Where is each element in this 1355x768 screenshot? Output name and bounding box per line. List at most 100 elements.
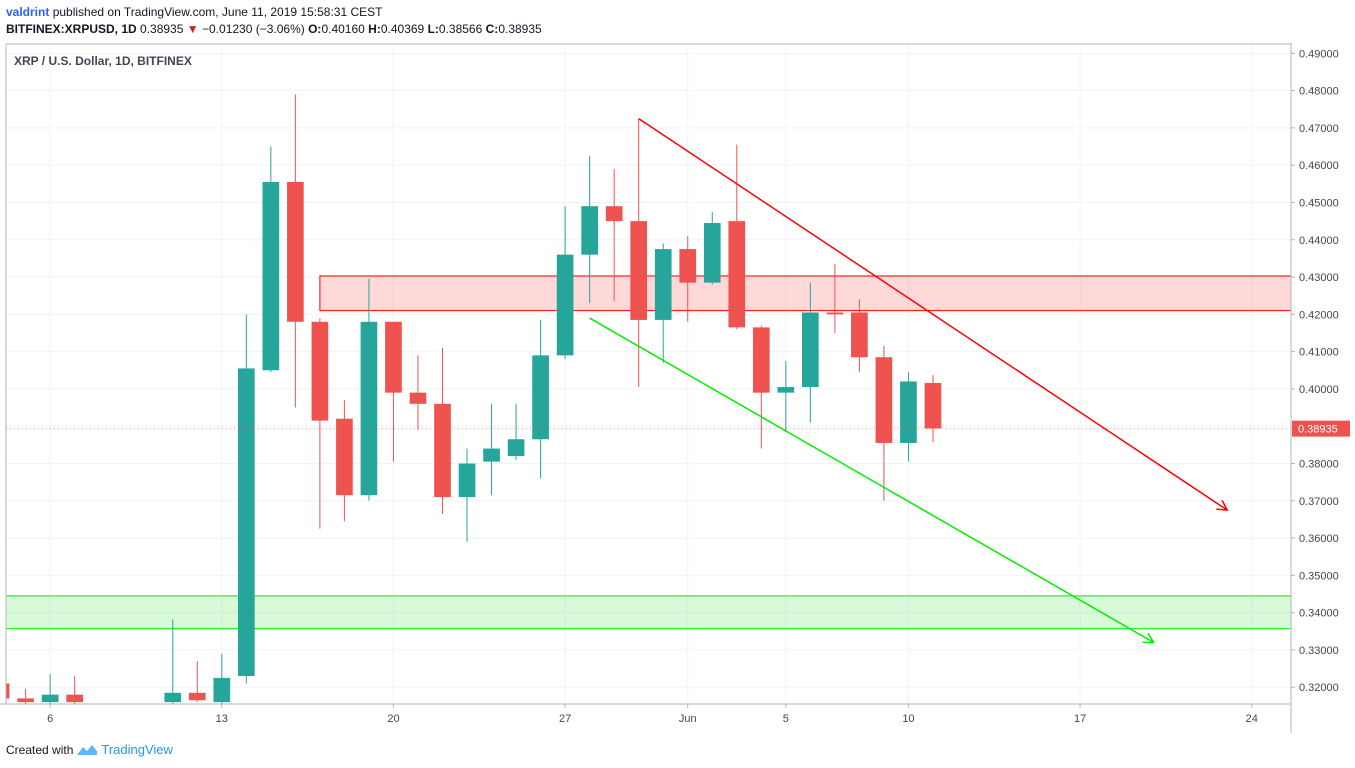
y-tick-label: 0.43000 [1299,272,1339,284]
candle-body [458,463,476,498]
support-zone [5,595,1292,630]
candle-body [213,677,231,703]
support-arrowhead [1142,632,1156,644]
y-tick-label: 0.48000 [1299,86,1339,98]
candle-body [532,355,549,440]
footer: Created with TradingView [6,742,173,757]
y-tick-label: 0.49000 [1299,48,1339,60]
author-link[interactable]: valdrint [6,5,50,19]
time-axis: 6 13 20 27 Jun 5 10 17 24 [47,704,1258,725]
candle-body [777,387,795,393]
x-tick-label: 10 [902,713,914,725]
resistance-zone [319,275,1292,312]
candle-body [728,221,746,328]
candle-body [826,312,844,315]
x-tick-label: 13 [216,713,228,725]
y-tick-label: 0.37000 [1299,496,1339,508]
y-tick-label: 0.41000 [1299,347,1339,359]
candle-body [703,222,721,283]
symbol-label: BITFINEX:XRPUSD, 1D [6,22,137,36]
price-change: −0.01230 (−3.06%) [202,22,305,36]
price-chart[interactable]: 0.32000 0.33000 0.34000 0.35000 0.36000 0.370… [0,43,1355,733]
candle-body [875,357,893,443]
ohlc-line: BITFINEX:XRPUSD, 1D 0.38935 ▼ −0.01230 (… [6,21,542,38]
x-tick-label: 5 [783,713,789,725]
publish-header: valdrint published on TradingView.com, J… [6,4,542,38]
y-tick-label: 0.33000 [1299,645,1339,657]
x-tick-label: Jun [679,713,697,725]
candle-body [752,327,770,393]
low-label: L: [427,22,439,36]
published-text: published on TradingView.com, June 11, 2… [52,5,383,19]
candle-body [66,694,84,703]
candle-body [679,249,697,283]
y-tick-label: 0.35000 [1299,570,1339,582]
candle-body [556,254,574,356]
y-tick-label: 0.40000 [1299,384,1339,396]
candle-body [802,312,819,388]
open-value: 0.40160 [321,22,365,36]
tradingview-brand[interactable]: TradingView [101,742,173,757]
zones [5,275,1292,630]
created-with-label: Created with [6,742,74,757]
last-price: 0.38935 [140,22,184,36]
trendlines [589,117,1229,644]
x-tick-label: 27 [559,713,571,725]
candle-body [188,692,206,701]
open-label: O: [308,22,322,36]
tradingview-logo-icon [77,744,98,755]
candle-body [287,181,304,322]
candle-body [6,683,10,699]
y-tick-label: 0.46000 [1299,160,1339,172]
y-tick-label: 0.45000 [1299,197,1339,209]
x-tick-label: 20 [387,713,399,725]
publish-line: valdrint published on TradingView.com, J… [6,4,542,21]
last-price-tag-label: 0.38935 [1298,424,1338,436]
candle-body [900,381,917,443]
resistance-trendline [638,117,1228,511]
candle-body [17,698,34,703]
down-arrow-icon: ▼ [186,22,199,36]
candle-body [237,368,255,677]
close-label: C: [485,22,499,36]
price-axis: 0.32000 0.33000 0.34000 0.35000 0.36000 0.370… [1291,48,1339,694]
candle-body [630,221,648,320]
low-value: 0.38566 [438,22,483,36]
candle-body [409,392,427,404]
high-value: 0.40369 [380,22,425,36]
candle-body [507,439,525,457]
x-tick-label: 17 [1074,713,1086,725]
candle-body [385,321,402,393]
y-tick-label: 0.32000 [1299,682,1339,694]
candle-body [924,382,942,429]
candle-body [262,181,280,371]
candle-body [360,321,378,496]
candle-body [311,321,329,421]
y-tick-label: 0.38000 [1299,458,1339,470]
y-tick-label: 0.47000 [1299,123,1339,135]
candle-body [654,249,672,320]
chart-frame[interactable]: 0.32000 0.33000 0.34000 0.35000 0.36000 0.370… [0,43,1355,733]
last-price-tag-bg [1292,420,1350,437]
candle-body [41,694,59,703]
candle-body [483,448,500,462]
x-tick-label: 24 [1246,713,1258,725]
candle-body [605,206,623,222]
y-tick-label: 0.36000 [1299,533,1339,545]
chart-title: XRP / U.S. Dollar, 1D, BITFINEX [14,54,192,68]
close-value: 0.38935 [498,22,542,36]
resistance-arrowhead [1216,500,1229,511]
support-trendline [589,317,1155,644]
candle-body [336,418,353,496]
candle-body [581,206,598,255]
candle-body [851,312,868,358]
last-price-tag: 0.38935 [6,420,1350,437]
y-tick-label: 0.42000 [1299,309,1339,321]
high-label: H: [368,22,381,36]
x-tick-label: 6 [47,713,53,725]
y-tick-label: 0.44000 [1299,235,1339,247]
y-tick-label: 0.34000 [1299,608,1339,620]
candle-body [164,692,182,703]
candles [6,94,942,704]
candle-body [434,403,451,498]
